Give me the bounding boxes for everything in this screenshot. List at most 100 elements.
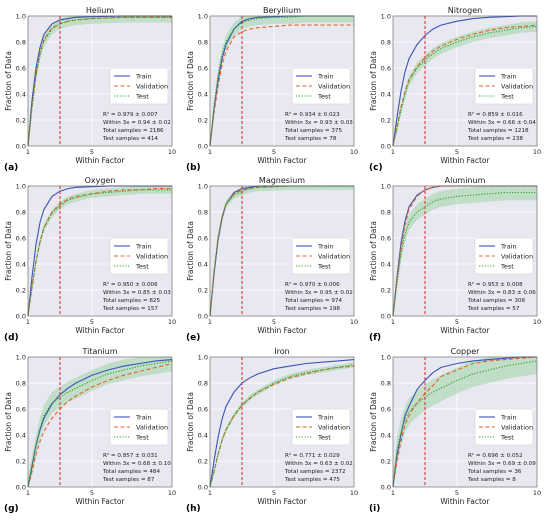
x-axis-label: Within Factor: [440, 497, 490, 506]
y-tick-label: 1.0: [198, 182, 208, 190]
panel-nitrogen: Nitrogen 0.0 0.2 0.4 0.6 0.8 1.0 1 5 10 Within Fac…: [369, 6, 541, 173]
x-tick-label: 1: [26, 148, 30, 156]
legend-entry-train: Train: [135, 242, 152, 250]
legend-entry-test: Test: [500, 262, 514, 270]
panel-label: (b): [186, 163, 201, 173]
legend-entry-validation: Validation: [318, 423, 350, 431]
stat-line: Test samples = 238: [467, 136, 523, 142]
x-tick-label: 1: [391, 148, 395, 156]
y-tick-label: 0.2: [381, 286, 391, 294]
stat-line: Test samples = 87: [102, 477, 155, 483]
y-tick-label: 1.0: [16, 353, 26, 361]
plot-frame: [209, 356, 355, 488]
y-tick-label: 0.6: [198, 405, 208, 413]
y-tick-label: 0.8: [16, 208, 26, 216]
legend-entry-test: Test: [135, 262, 149, 270]
legend-entry-test: Test: [500, 433, 514, 441]
legend-box: [474, 237, 534, 275]
stat-line: R² = 0.950 ± 0.006: [103, 281, 158, 288]
stat-line: R² = 0.857 ± 0.031: [103, 452, 158, 459]
y-tick-label: 0.6: [198, 64, 208, 72]
legend-entry-train: Train: [135, 72, 152, 80]
y-tick-label: 0.2: [16, 286, 26, 294]
x-tick-label: 10: [533, 318, 541, 326]
y-tick-label: 0.0: [381, 483, 391, 491]
stat-line: Total samples = 2372: [284, 469, 346, 475]
x-tick-label: 10: [350, 318, 358, 326]
legend-entry-test: Test: [317, 433, 331, 441]
legend-box: [474, 67, 534, 105]
series-line-test: [392, 25, 538, 147]
y-tick-label: 0.0: [16, 483, 26, 491]
legend-box: [474, 408, 534, 446]
stat-line: R² = 0.696 ± 0.052: [468, 452, 523, 459]
x-tick-label: 1: [208, 148, 212, 156]
legend-entry-train: Train: [317, 72, 334, 80]
y-tick-label: 0.6: [198, 234, 208, 242]
stat-line: Test samples = 8: [467, 477, 516, 483]
y-tick-label: 0.8: [198, 208, 208, 216]
y-tick-label: 0.2: [16, 457, 26, 465]
stat-line: R² = 0.934 ± 0.023: [285, 111, 340, 118]
x-tick-label: 5: [455, 148, 459, 156]
stat-line: Test samples = 157: [102, 306, 158, 312]
chart-title: Titanium: [81, 347, 117, 356]
x-tick-label: 1: [26, 489, 30, 497]
panel-label: (c): [369, 163, 383, 173]
y-tick-label: 0.0: [16, 312, 26, 320]
series-line-train: [392, 15, 537, 147]
stat-line: Within 3x = 0.66 ± 0.04: [468, 120, 536, 126]
panel-label: (f): [369, 333, 381, 343]
x-axis-label: Within Factor: [257, 156, 307, 165]
panel-label: (i): [369, 504, 380, 514]
stat-line: R² = 0.859 ± 0.016: [468, 111, 523, 118]
stat-line: Within 3x = 0.85 ± 0.03: [103, 290, 171, 296]
x-axis-label: Within Factor: [257, 497, 307, 506]
test-confidence-band: [393, 186, 537, 316]
series-line-test: [27, 360, 173, 488]
stat-line: Test samples = 198: [284, 306, 340, 312]
legend-entry-train: Train: [135, 413, 152, 421]
stat-line: R² = 0.771 ± 0.029: [285, 452, 340, 459]
x-axis-label: Within Factor: [257, 326, 307, 335]
y-tick-label: 0.0: [198, 483, 208, 491]
legend-box: [291, 408, 351, 446]
plot-frame: [392, 15, 538, 147]
x-tick-label: 5: [272, 148, 276, 156]
y-tick-label: 0.0: [381, 312, 391, 320]
y-axis-label: Fraction of Data: [369, 51, 378, 111]
stat-line: Within 3x = 0.94 ± 0.02: [103, 120, 171, 126]
y-tick-label: 0.4: [16, 260, 26, 268]
legend-entry-test: Test: [500, 92, 514, 100]
y-tick-label: 0.4: [198, 90, 208, 98]
y-tick-label: 0.0: [16, 142, 26, 150]
y-tick-label: 1.0: [381, 12, 391, 20]
y-tick-label: 0.8: [16, 379, 26, 387]
stat-line: Total samples = 308: [467, 298, 525, 304]
y-axis-label: Fraction of Data: [369, 221, 378, 281]
x-tick-label: 1: [26, 318, 30, 326]
y-axis-label: Fraction of Data: [186, 392, 195, 452]
x-axis-label: Within Factor: [75, 497, 125, 506]
y-tick-label: 0.2: [198, 457, 208, 465]
y-tick-label: 0.6: [16, 64, 26, 72]
y-tick-label: 0.6: [381, 64, 391, 72]
x-tick-label: 5: [90, 318, 94, 326]
legend-entry-test: Test: [135, 92, 149, 100]
test-confidence-band: [393, 21, 537, 147]
chart-title: Copper: [451, 347, 481, 356]
y-tick-label: 0.2: [198, 116, 208, 124]
panel-oxygen: Oxygen 0.0 0.2 0.4 0.6 0.8 1.0 1 5 10 Within Facto…: [4, 176, 176, 343]
series-line-train: [209, 359, 355, 488]
stat-line: Total samples = 484: [102, 469, 160, 475]
series-line-validation: [392, 24, 538, 147]
stat-line: Total samples = 974: [284, 298, 342, 304]
plot-frame: [27, 185, 173, 317]
legend-entry-test: Test: [135, 433, 149, 441]
stat-line: Total samples = 375: [284, 128, 342, 134]
x-tick-label: 5: [455, 318, 459, 326]
y-tick-label: 0.6: [16, 405, 26, 413]
panel-label: (e): [186, 333, 200, 343]
y-tick-label: 0.4: [381, 431, 391, 439]
y-tick-label: 0.4: [381, 260, 391, 268]
